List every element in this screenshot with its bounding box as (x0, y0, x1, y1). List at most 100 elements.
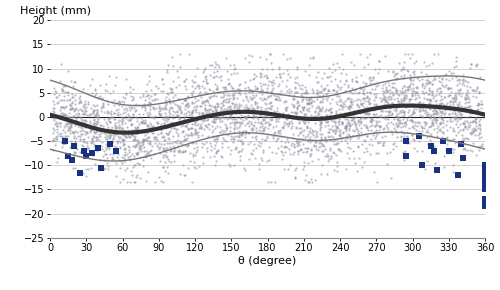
Point (120, 152, 128, 157)
Point (394, 104, 402, 108)
Point (406, 118, 414, 123)
Point (190, 128, 198, 133)
Point (450, 93, 458, 97)
Point (147, 87, 155, 92)
Point (255, 140, 263, 144)
Point (452, 95, 460, 100)
Point (466, 85, 473, 90)
Point (407, 118, 415, 123)
Point (315, 109, 323, 113)
Point (410, 97, 418, 102)
Point (82, 173, 90, 178)
Point (94, 95, 102, 99)
Point (220, 93, 228, 97)
Point (267, 60, 275, 65)
Point (374, 118, 382, 123)
Point (338, 121, 345, 125)
Point (92, 128, 100, 133)
Point (102, 82, 110, 86)
Point (92, 113, 100, 117)
Point (262, 97, 270, 101)
Point (209, 108, 217, 113)
Point (238, 130, 246, 135)
Point (150, 135, 158, 140)
Point (58, 98, 66, 103)
Point (441, 85, 449, 89)
Point (428, 112, 436, 116)
Point (76, 117, 84, 122)
Point (293, 107, 301, 111)
Point (284, 123, 292, 128)
Point (76, 120, 84, 125)
Point (344, 117, 351, 122)
Point (314, 148, 322, 153)
Point (356, 156, 364, 160)
Point (92, 135, 100, 139)
Point (101, 88, 109, 92)
Point (452, 94, 460, 98)
Point (226, 96, 234, 101)
X-axis label: θ (degree): θ (degree) (238, 256, 296, 266)
Point (358, 142, 366, 146)
Point (356, 52, 364, 57)
Point (180, 118, 188, 123)
Point (132, 131, 140, 136)
Point (481, 182, 489, 187)
Point (366, 100, 374, 105)
Point (397, 135, 405, 139)
Point (318, 125, 326, 130)
Point (138, 121, 146, 125)
Point (114, 155, 122, 159)
Point (223, 115, 231, 119)
Point (347, 117, 355, 122)
Point (104, 145, 112, 150)
Point (219, 100, 227, 105)
Point (188, 109, 196, 114)
Point (274, 146, 282, 151)
Point (462, 147, 469, 151)
Point (76, 137, 84, 142)
Point (317, 135, 325, 139)
Point (376, 124, 384, 128)
Point (261, 116, 269, 121)
Point (198, 111, 206, 116)
Point (146, 153, 154, 157)
Point (87, 128, 95, 133)
Point (216, 64, 224, 69)
Point (313, 130, 321, 134)
Point (280, 123, 288, 127)
Point (245, 106, 253, 111)
Point (267, 93, 275, 97)
Point (270, 78, 278, 82)
Point (184, 132, 192, 137)
Point (300, 119, 308, 124)
Point (59, 113, 67, 117)
Point (228, 101, 236, 106)
Point (368, 81, 376, 86)
Point (62, 115, 70, 120)
Point (418, 81, 426, 86)
Point (418, 126, 426, 131)
Point (172, 140, 180, 145)
Point (324, 108, 332, 112)
Point (200, 117, 207, 122)
Point (204, 116, 212, 121)
Point (310, 115, 318, 119)
Point (302, 90, 310, 95)
Point (130, 180, 138, 184)
Point (367, 118, 375, 123)
Point (308, 133, 316, 137)
Point (256, 111, 264, 116)
Point (366, 152, 374, 157)
Point (242, 121, 250, 125)
Point (425, 106, 433, 110)
Point (307, 177, 315, 182)
Point (227, 84, 235, 88)
Point (334, 141, 342, 145)
Point (126, 132, 134, 136)
Point (475, 118, 483, 123)
Point (194, 135, 202, 139)
Point (213, 86, 221, 91)
Point (222, 138, 230, 143)
Point (200, 90, 208, 95)
